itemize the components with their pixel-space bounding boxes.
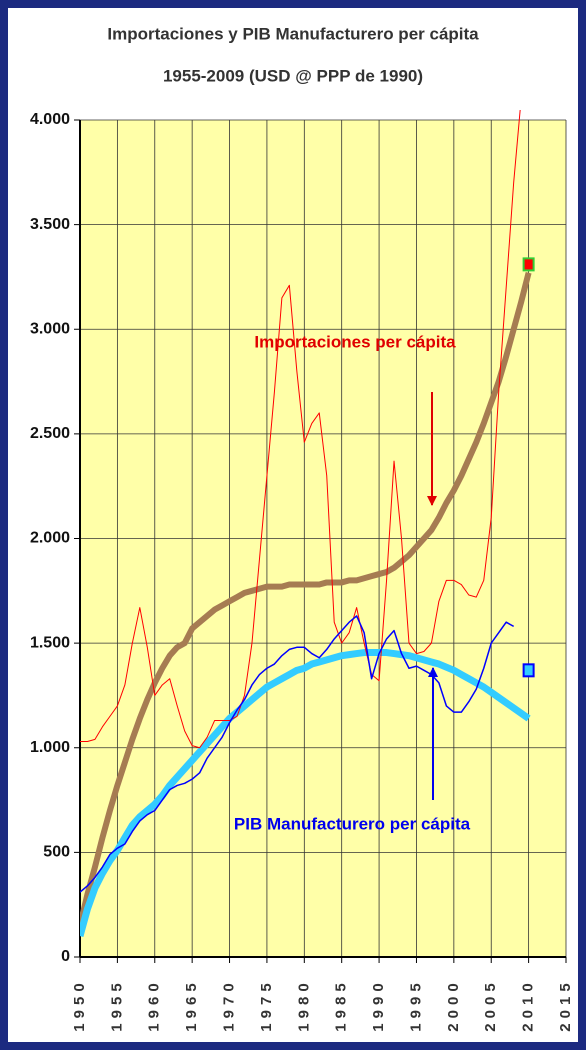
y-tick-label: 1.000	[30, 739, 70, 756]
x-tick-label: 1980	[295, 978, 312, 1031]
series-line	[80, 272, 532, 927]
y-tick-label: 3.000	[30, 320, 70, 337]
y-tick-label: 3.500	[30, 216, 70, 233]
series-line	[80, 615, 515, 893]
x-tick-label: 2000	[445, 978, 462, 1031]
y-tick-label: 2.500	[30, 425, 70, 442]
x-tick-label: 1950	[71, 978, 88, 1031]
series-line	[80, 110, 521, 749]
x-tick-label: 1975	[258, 978, 275, 1031]
annotation: PIB Manufacturero per cápita	[234, 814, 471, 833]
chart-subtitle: 1955-2009 (USD @ PPP de 1990)	[163, 66, 423, 85]
series-line	[80, 649, 531, 938]
y-tick-label: 1.500	[30, 634, 70, 651]
marker	[522, 663, 535, 678]
x-tick-label: 1965	[183, 978, 200, 1031]
chart-title: Importaciones y PIB Manufacturero per cá…	[107, 24, 479, 43]
x-tick-label: 1960	[146, 978, 163, 1031]
y-tick-label: 500	[43, 844, 70, 861]
y-tick-label: 0	[61, 948, 70, 965]
y-tick-label: 4.000	[30, 111, 70, 128]
x-tick-label: 1985	[333, 978, 350, 1031]
series-layer	[80, 110, 535, 938]
x-tick-label: 2015	[557, 978, 574, 1031]
plot: 1950 1955 1960 1965 1970 1975 1980 1985 1990 1995…	[30, 110, 574, 1032]
x-tick-label: 1995	[407, 978, 424, 1031]
y-tick-label: 2.000	[30, 530, 70, 547]
x-tick-label: 1970	[221, 978, 238, 1031]
annotation-layer: Importaciones per cápita PIB Manufacture…	[234, 332, 471, 833]
x-tick-label: 1955	[108, 978, 125, 1031]
marker	[522, 257, 535, 272]
annotation: Importaciones per cápita	[254, 332, 456, 351]
x-tick-label: 1990	[370, 978, 387, 1031]
x-tick-label: 2010	[520, 978, 537, 1031]
x-tick-label: 2005	[482, 978, 499, 1031]
